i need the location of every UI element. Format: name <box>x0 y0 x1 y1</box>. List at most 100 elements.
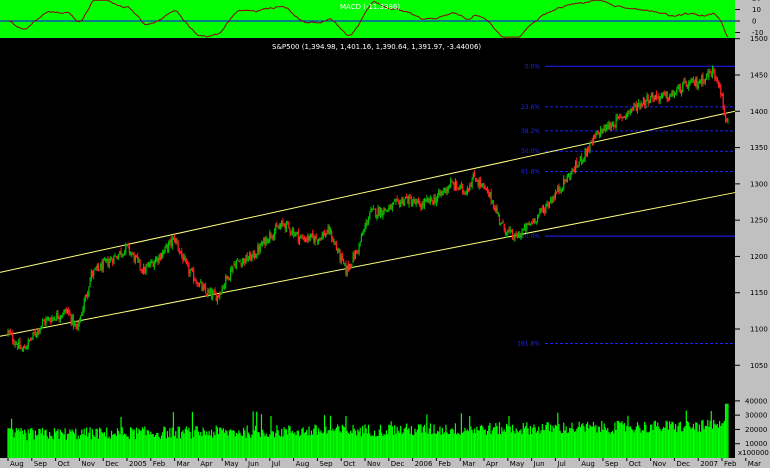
candle-body <box>383 208 385 214</box>
volume-bar <box>552 425 554 458</box>
volume-bar <box>308 426 310 458</box>
volume-bar <box>648 431 651 458</box>
candle-body <box>350 265 352 267</box>
volume-bar <box>645 424 647 458</box>
volume-bar <box>144 426 146 458</box>
volume-bar <box>381 432 383 458</box>
candle-body <box>127 243 129 246</box>
volume-bar <box>636 422 639 458</box>
volume-bar <box>259 437 261 458</box>
volume-bar <box>484 429 486 458</box>
volume-bar <box>51 436 53 458</box>
candle-body <box>179 251 182 253</box>
volume-bar <box>244 430 246 458</box>
candle-body <box>617 116 620 118</box>
candle-body <box>663 91 665 94</box>
volume-bar <box>421 432 423 458</box>
volume-bar <box>291 431 294 458</box>
candle-body <box>654 95 656 100</box>
candle-body <box>370 208 372 212</box>
volume-bar <box>535 432 537 458</box>
volume-bar <box>158 436 160 458</box>
volume-bar <box>40 433 42 458</box>
candle-body <box>651 93 653 98</box>
candle-body <box>695 78 697 86</box>
volume-bar <box>453 433 455 458</box>
volume-bar <box>417 424 420 458</box>
candle-body <box>248 253 251 260</box>
candle-body <box>373 208 376 210</box>
candle-body <box>516 233 518 239</box>
candle-body <box>548 203 551 207</box>
volume-bar <box>633 432 635 458</box>
volume-bar <box>96 428 98 458</box>
candle-body <box>602 129 604 134</box>
candle-body <box>494 207 496 211</box>
candle-body <box>223 284 226 288</box>
volume-bar <box>315 425 317 458</box>
volume-bar <box>465 430 467 458</box>
candle-body <box>603 125 605 131</box>
volume-bar <box>30 428 32 458</box>
volume-bar <box>313 428 315 458</box>
volume-bar <box>398 432 401 458</box>
candle-body <box>565 181 567 183</box>
candle-body <box>259 243 261 252</box>
volume-bar <box>602 429 604 458</box>
volume-bar <box>534 427 536 458</box>
macd-ticks: 20 10 0 -10 <box>735 0 763 37</box>
volume-bar <box>580 424 583 458</box>
candle-body <box>227 276 229 281</box>
volume-bar <box>441 428 443 458</box>
candle-body <box>425 199 427 201</box>
fib-level-label: 61.8% <box>521 169 540 176</box>
volume-bar <box>560 432 562 458</box>
time-tick-label: 2005 <box>129 460 147 468</box>
candle-body <box>709 70 711 73</box>
volume-bar <box>171 427 173 458</box>
candle-body <box>22 347 25 351</box>
volume-bar <box>709 420 711 458</box>
candle-body <box>708 71 710 77</box>
volume-bar <box>69 429 71 458</box>
candle-body <box>326 233 328 235</box>
volume-bar <box>527 428 529 458</box>
candle-body <box>484 187 486 189</box>
candle-body <box>422 201 424 206</box>
candle-body <box>164 246 166 252</box>
volume-bar <box>481 425 483 458</box>
volume-bar <box>149 434 151 458</box>
volume-bar <box>726 403 728 458</box>
candle-body <box>285 221 288 230</box>
candle-body <box>133 253 135 262</box>
volume-bar <box>669 421 671 458</box>
candle-body <box>107 259 109 266</box>
volume-bar <box>265 433 267 458</box>
volume-bar <box>595 424 597 458</box>
candle-body <box>43 320 45 322</box>
volume-bar <box>497 434 499 458</box>
candle-body <box>573 169 576 172</box>
volume-bar <box>88 432 90 458</box>
candle-body <box>202 286 204 291</box>
candle-body <box>12 333 14 342</box>
candle-body <box>51 317 53 322</box>
candle-body <box>191 269 194 271</box>
candle-body <box>314 236 316 243</box>
time-tick-label: Dec <box>391 460 405 468</box>
candle-body <box>35 334 38 336</box>
candle-body <box>353 253 355 259</box>
volume-bar <box>588 428 590 458</box>
volume-bar <box>680 431 683 458</box>
candle-body <box>352 253 354 263</box>
volume-bar <box>175 431 177 458</box>
volume-bar <box>163 426 165 458</box>
volume-bar <box>322 432 324 458</box>
candle-body <box>447 186 449 190</box>
candle-body <box>149 265 151 267</box>
volume-bar <box>632 429 634 458</box>
volume-bar <box>696 422 698 458</box>
volume-bar <box>390 421 392 458</box>
candle-body <box>448 186 451 188</box>
candle-body <box>24 345 26 349</box>
